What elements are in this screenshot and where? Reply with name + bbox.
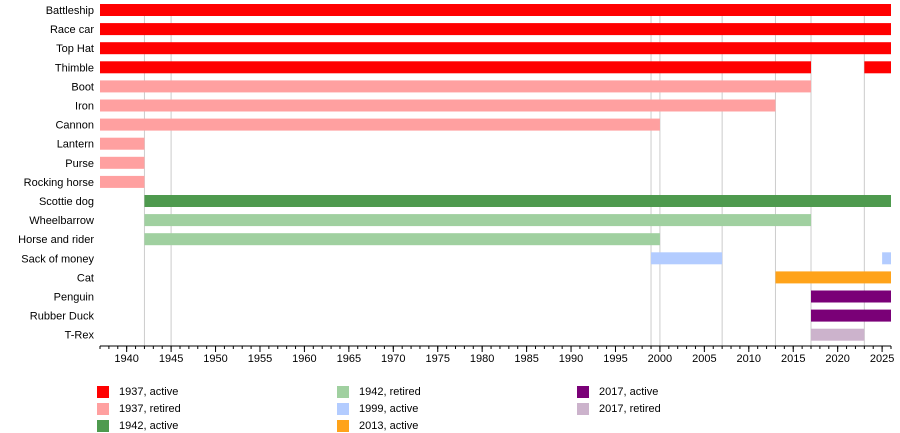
category-label: Sack of money bbox=[21, 253, 94, 265]
legend-item-1937-active: 1937, active bbox=[97, 386, 178, 398]
x-tick-label: 1990 bbox=[559, 353, 583, 365]
legend-label: 1937, active bbox=[119, 386, 179, 398]
timeline-bar bbox=[100, 23, 891, 36]
x-tick-label: 2025 bbox=[870, 353, 894, 365]
category-label: Penguin bbox=[54, 292, 94, 304]
category-label: Rocking horse bbox=[24, 177, 94, 189]
x-tick-label: 1970 bbox=[381, 353, 405, 365]
legend-swatch bbox=[97, 403, 109, 415]
x-tick-label: 1945 bbox=[159, 353, 183, 365]
category-label: Race car bbox=[50, 24, 94, 36]
x-tick-label: 1995 bbox=[603, 353, 627, 365]
x-tick-label: 1950 bbox=[203, 353, 227, 365]
timeline-bar bbox=[811, 328, 865, 341]
legend-label: 2017, active bbox=[599, 386, 659, 398]
category-label: Horse and rider bbox=[18, 234, 94, 246]
category-label: Lantern bbox=[57, 139, 94, 151]
legend-item-1937-retired: 1937, retired bbox=[97, 403, 181, 415]
x-tick-label: 1985 bbox=[514, 353, 538, 365]
category-label: T-Rex bbox=[65, 330, 95, 342]
legend-label: 1999, active bbox=[359, 403, 419, 415]
legend-swatch bbox=[337, 420, 349, 432]
x-tick-label: 1940 bbox=[114, 353, 138, 365]
x-tick-label: 1975 bbox=[425, 353, 449, 365]
x-tick-label: 2015 bbox=[781, 353, 805, 365]
legend-label: 1942, retired bbox=[359, 386, 421, 398]
x-tick-label: 1980 bbox=[470, 353, 494, 365]
timeline-bar bbox=[864, 61, 891, 74]
legend-swatch bbox=[337, 386, 349, 398]
timeline-bar bbox=[775, 271, 891, 284]
legend-label: 2017, retired bbox=[599, 403, 661, 415]
legend-label: 1937, retired bbox=[119, 403, 181, 415]
category-label: Battleship bbox=[46, 5, 94, 17]
timeline-bar bbox=[144, 195, 891, 207]
category-label: Rubber Duck bbox=[30, 311, 95, 323]
category-label: Wheelbarrow bbox=[29, 215, 94, 227]
timeline-bar bbox=[144, 214, 812, 227]
timeline-bar bbox=[100, 61, 812, 74]
x-tick-label: 2000 bbox=[648, 353, 672, 365]
timeline-bar bbox=[100, 156, 145, 169]
category-label: Thimble bbox=[55, 62, 94, 74]
timeline-bar bbox=[651, 252, 723, 265]
x-tick-label: 2005 bbox=[692, 353, 716, 365]
timeline-bar bbox=[811, 309, 891, 322]
category-label: Boot bbox=[71, 81, 94, 93]
legend-swatch bbox=[337, 403, 349, 415]
x-tick-label: 1965 bbox=[337, 353, 361, 365]
category-label: Cannon bbox=[55, 120, 94, 132]
legend-item-2017-active: 2017, active bbox=[577, 386, 658, 398]
timeline-bar bbox=[100, 99, 776, 112]
legend-swatch bbox=[97, 420, 109, 432]
legend-label: 1942, active bbox=[119, 420, 179, 432]
legend-swatch bbox=[577, 386, 589, 398]
legend-swatch bbox=[97, 386, 109, 398]
legend-item-2013-active: 2013, active bbox=[337, 420, 418, 432]
timeline-bar bbox=[100, 42, 891, 55]
legend-item-2017-retired: 2017, retired bbox=[577, 403, 661, 415]
timeline-bar bbox=[100, 137, 145, 150]
x-tick-label: 2010 bbox=[737, 353, 761, 365]
x-tick-label: 2020 bbox=[825, 353, 849, 365]
timeline-bar bbox=[882, 252, 891, 265]
x-tick-label: 1955 bbox=[248, 353, 272, 365]
timeline-bar bbox=[100, 4, 891, 16]
category-label: Purse bbox=[65, 158, 94, 170]
legend-label: 2013, active bbox=[359, 420, 419, 432]
legend-item-1999-active: 1999, active bbox=[337, 403, 418, 415]
timeline-bar bbox=[100, 80, 812, 93]
category-label: Scottie dog bbox=[39, 196, 94, 208]
timeline-bar bbox=[100, 175, 145, 188]
timeline-bar bbox=[811, 290, 891, 303]
timeline-bar bbox=[100, 118, 660, 131]
category-label: Iron bbox=[75, 101, 94, 113]
timeline-bar bbox=[144, 233, 660, 246]
legend-swatch bbox=[577, 403, 589, 415]
category-label: Top Hat bbox=[56, 43, 94, 55]
legend-item-1942-retired: 1942, retired bbox=[337, 386, 421, 398]
category-label: Cat bbox=[77, 272, 94, 284]
legend-item-1942-active: 1942, active bbox=[97, 420, 178, 432]
x-tick-label: 1960 bbox=[292, 353, 316, 365]
